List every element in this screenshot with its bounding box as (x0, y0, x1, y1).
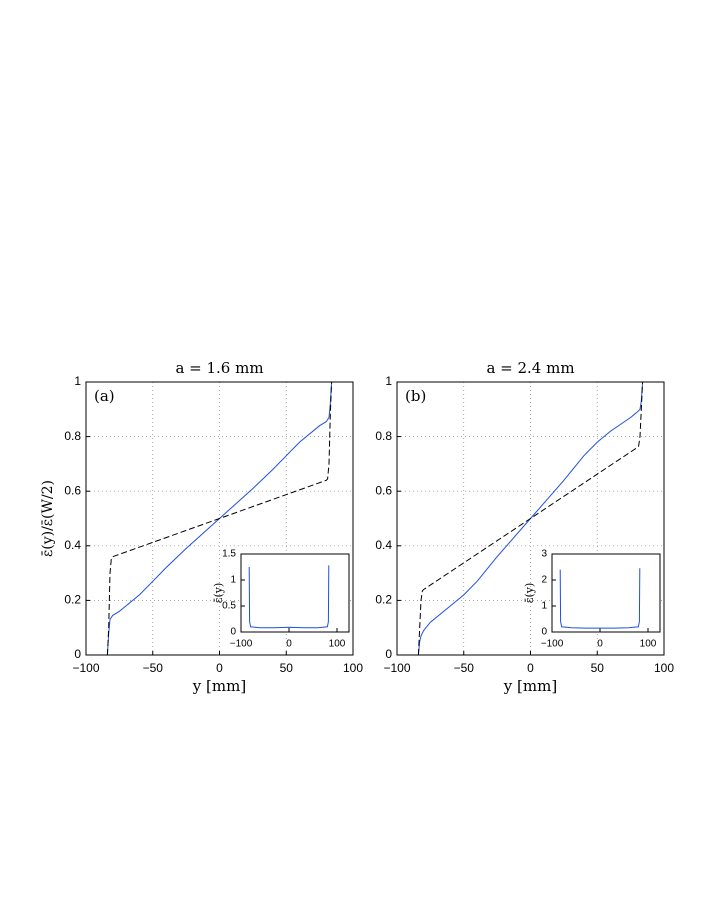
y-tick-label: 0 (74, 647, 81, 661)
x-tick-label: 100 (343, 661, 363, 675)
data-line (248, 565, 330, 629)
y-tick-label: 0.4 (64, 538, 81, 552)
plot-area (552, 554, 660, 632)
x-tick-label: 100 (640, 639, 657, 650)
data-line (106, 381, 333, 656)
x-tick-label: 50 (280, 661, 294, 675)
y-axis-label: ε̄(y)/ε̄(W/2) (40, 480, 56, 557)
panel-label: (b) (405, 387, 426, 405)
y-tick-label: 0.6 (64, 483, 81, 497)
x-tick-label: 100 (654, 661, 674, 675)
y-tick-label: 0 (541, 627, 547, 638)
x-tick-label: 0 (286, 639, 292, 650)
plot-area (241, 554, 349, 632)
x-tick-label: −100 (230, 639, 253, 650)
data-line (559, 568, 641, 629)
x-tick-label: −100 (383, 661, 410, 675)
x-tick-label: −50 (143, 661, 164, 675)
plot-frame (551, 553, 661, 633)
plot-frame (396, 381, 665, 656)
x-tick-label: 0 (216, 661, 223, 675)
y-tick-label: 1.5 (222, 549, 236, 560)
y-axis-label: ε̄(y) (523, 583, 536, 604)
plot-frame (85, 381, 354, 656)
y-tick-label: 0.2 (64, 593, 81, 607)
y-tick-label: 0.6 (375, 483, 392, 497)
y-tick-label: 0 (385, 647, 392, 661)
y-axis-label: ε̄(y) (212, 583, 225, 604)
y-tick-label: 1 (74, 374, 81, 388)
y-tick-label: 1 (541, 601, 547, 612)
x-tick-label: −100 (72, 661, 99, 675)
x-tick-label: 100 (329, 639, 346, 650)
x-tick-label: −100 (541, 639, 564, 650)
y-tick-label: 3 (541, 549, 547, 560)
y-tick-label: 0.4 (375, 538, 392, 552)
plot-frame (240, 553, 350, 633)
y-tick-label: 0.2 (375, 593, 392, 607)
chart-title: a = 1.6 mm (175, 359, 263, 377)
y-tick-label: 1 (385, 374, 392, 388)
panel-label: (a) (94, 387, 115, 405)
x-tick-label: 0 (597, 639, 603, 650)
x-tick-label: −50 (454, 661, 475, 675)
y-tick-label: 0.8 (64, 429, 81, 443)
y-tick-label: 1 (230, 575, 236, 586)
chart-title: a = 2.4 mm (486, 359, 574, 377)
y-tick-label: 0.8 (375, 429, 392, 443)
data-line (417, 381, 644, 656)
y-tick-label: 0 (230, 627, 236, 638)
x-tick-label: 50 (591, 661, 605, 675)
x-tick-label: 0 (527, 661, 534, 675)
y-tick-label: 0.5 (222, 601, 236, 612)
y-tick-label: 2 (541, 575, 547, 586)
x-axis-label: y [mm] (503, 677, 557, 695)
x-axis-label: y [mm] (192, 677, 246, 695)
